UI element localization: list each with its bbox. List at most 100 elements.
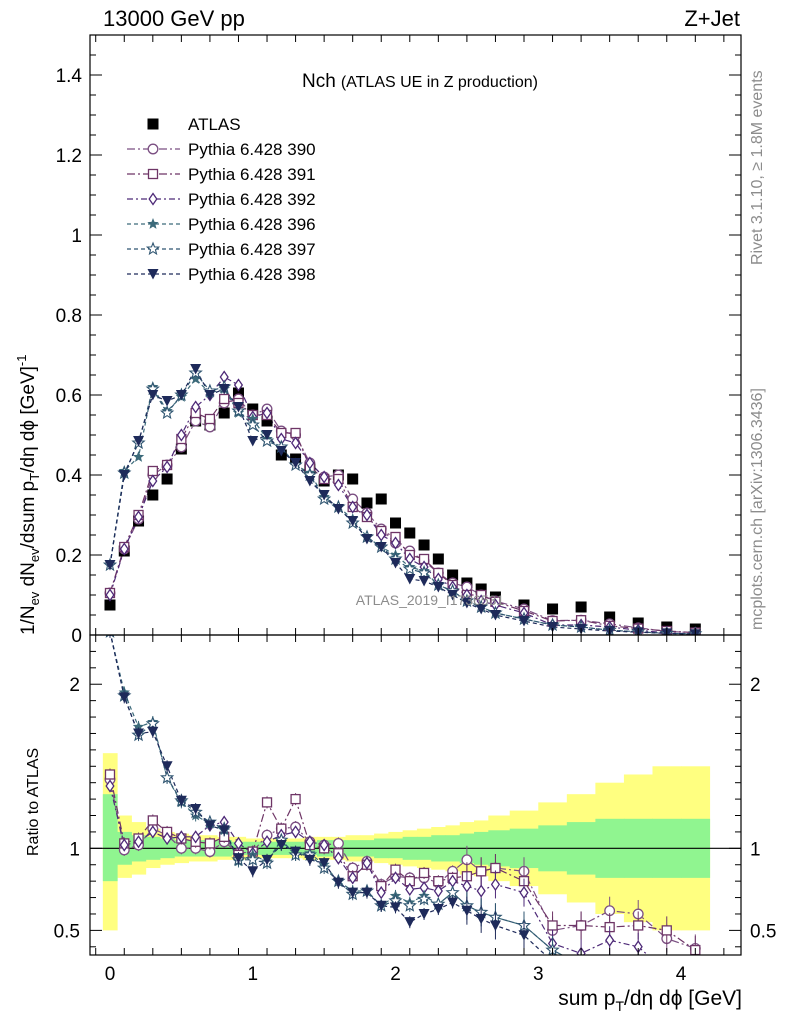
legend-label-0: ATLAS	[188, 115, 241, 134]
main-y-tick-label: 1	[71, 226, 82, 247]
ratio-point-s3-31	[604, 962, 615, 973]
ratio-y-tick-label: 1	[69, 839, 80, 860]
ratio-point-s5-29	[547, 957, 558, 968]
legend-marker-1	[147, 143, 159, 155]
ratio-point-s2-4	[162, 831, 172, 846]
ratio-point-s5-31	[604, 971, 615, 982]
main-data-layer	[102, 364, 703, 635]
main-y-tick-label: 0.8	[56, 306, 82, 327]
main-point-s0-11	[261, 415, 273, 427]
plot-title: Nch (ATLAS UE in Z production)	[302, 71, 538, 92]
ratio-point-s5-33	[661, 975, 672, 986]
main-point-s6-18	[361, 534, 373, 545]
main-point-s3-4	[162, 460, 172, 474]
legend-label-2: Pythia 6.428 391	[188, 165, 316, 184]
main-point-s6-25	[461, 598, 473, 609]
legend-label-1: Pythia 6.428 390	[188, 140, 316, 159]
ratio-y-axis-label: Ratio to ATLAS	[25, 748, 42, 856]
ratio-point-s5-7	[204, 820, 216, 831]
ratio-data-layer	[90, 635, 741, 986]
ratio-point-s4-31	[604, 962, 615, 973]
main-point-s0-4	[161, 473, 173, 485]
main-point-s2-8	[219, 393, 230, 405]
main-point-s3-6	[191, 400, 201, 414]
ratio-point-s2-34	[692, 974, 700, 985]
main-point-s6-15	[318, 490, 330, 501]
main-point-s0-30	[575, 601, 587, 613]
ratio-point-s2-9	[233, 836, 244, 851]
ratio-point-s1-3	[147, 815, 158, 826]
ratio-point-s5-15	[318, 858, 330, 869]
main-point-s2-7	[204, 413, 216, 425]
legend-marker-atlas	[147, 118, 159, 130]
main-point-s3-0	[105, 588, 115, 602]
ratio-point-s5-4	[161, 761, 173, 772]
main-point-s6-0	[104, 560, 116, 571]
ratio-point-s1-30	[575, 920, 587, 931]
ratio-point-s5-23	[432, 904, 444, 915]
rivet-version-label: Rivet 3.1.10, ≥ 1.8M events	[749, 70, 766, 265]
main-point-s5-11	[259, 433, 275, 448]
main-point-s6-4	[161, 396, 173, 407]
ratio-y-tick-label-right: 2	[750, 675, 761, 696]
ratio-point-s4-24	[445, 885, 460, 899]
ratio-point-s4-4	[159, 770, 175, 784]
ratio-point-s5-2	[133, 728, 145, 739]
main-point-s5-22	[416, 565, 432, 580]
ratio-point-s2-18	[362, 856, 372, 870]
ratio-point-s1-11	[261, 797, 273, 808]
legend-label-5: Pythia 6.428 397	[188, 240, 316, 259]
ratio-point-s4-33	[661, 974, 672, 985]
ratio-y-tick-label: 0.5	[54, 921, 80, 942]
main-point-s6-27	[489, 610, 501, 621]
main-point-s2-13	[290, 427, 301, 439]
ratio-point-s0-5	[175, 842, 187, 854]
ratio-point-s5-5	[175, 795, 187, 807]
ratio-point-s1-7	[204, 838, 216, 849]
ratio-point-s5-18	[361, 887, 373, 899]
main-point-s0-19	[375, 493, 387, 505]
main-point-s6-3	[147, 390, 159, 401]
ratio-point-s5-16	[332, 877, 344, 889]
legend-marker-2	[147, 168, 159, 180]
main-point-s6-9	[232, 402, 244, 413]
main-point-s6-26	[475, 604, 487, 615]
ratio-point-s1-29	[547, 920, 558, 931]
ratio-point-s5-8	[218, 825, 230, 836]
main-point-s4-2	[132, 451, 145, 462]
ratio-axes: 0.5 0.5 1 1 2 2 0 1 2 3 4	[54, 635, 776, 985]
ratio-point-s1-13	[290, 793, 301, 805]
main-point-s6-13	[290, 458, 302, 469]
ratio-point-s1-33	[661, 925, 672, 936]
ratio-panel: 0.5 0.5 1 1 2 2 0 1 2 3 4 Ratio to ATLAS sum pT/dη…	[25, 634, 776, 1014]
x-axis-label: sum pT/dη dϕ [GeV]	[558, 987, 742, 1014]
ratio-point-s2-33	[663, 966, 671, 977]
main-point-s6-2	[133, 436, 145, 447]
main-point-s3-16	[333, 478, 343, 492]
ratio-point-s5-6	[190, 803, 202, 815]
ratio-point-s4-32	[633, 962, 644, 973]
ratio-point-s2-25	[462, 879, 472, 893]
ratio-point-s2-16	[333, 851, 343, 865]
ratio-point-s1-22	[418, 867, 430, 879]
ratio-point-s2-1	[119, 838, 129, 852]
main-y-tick-label: 0	[71, 626, 82, 647]
ratio-point-s5-9	[232, 853, 244, 864]
ratio-point-s3-33	[661, 974, 672, 985]
legend-marker-4	[147, 218, 159, 229]
main-point-s6-5	[175, 390, 187, 401]
x-tick-label: 4	[676, 964, 687, 985]
main-point-s6-24	[447, 590, 459, 601]
process-label: Z+Jet	[684, 6, 740, 31]
ratio-point-s1-23	[433, 876, 444, 887]
main-point-s6-11	[261, 430, 273, 441]
ratio-point-s5-25	[461, 905, 473, 917]
band-inner-0	[102, 794, 118, 882]
main-point-s0-8	[218, 407, 230, 419]
main-point-s0-29	[547, 603, 559, 615]
ratio-point-s5-10	[247, 866, 259, 877]
main-point-s5-21	[402, 561, 417, 576]
ratio-point-s2-0	[105, 779, 115, 793]
main-point-s6-17	[347, 516, 359, 527]
